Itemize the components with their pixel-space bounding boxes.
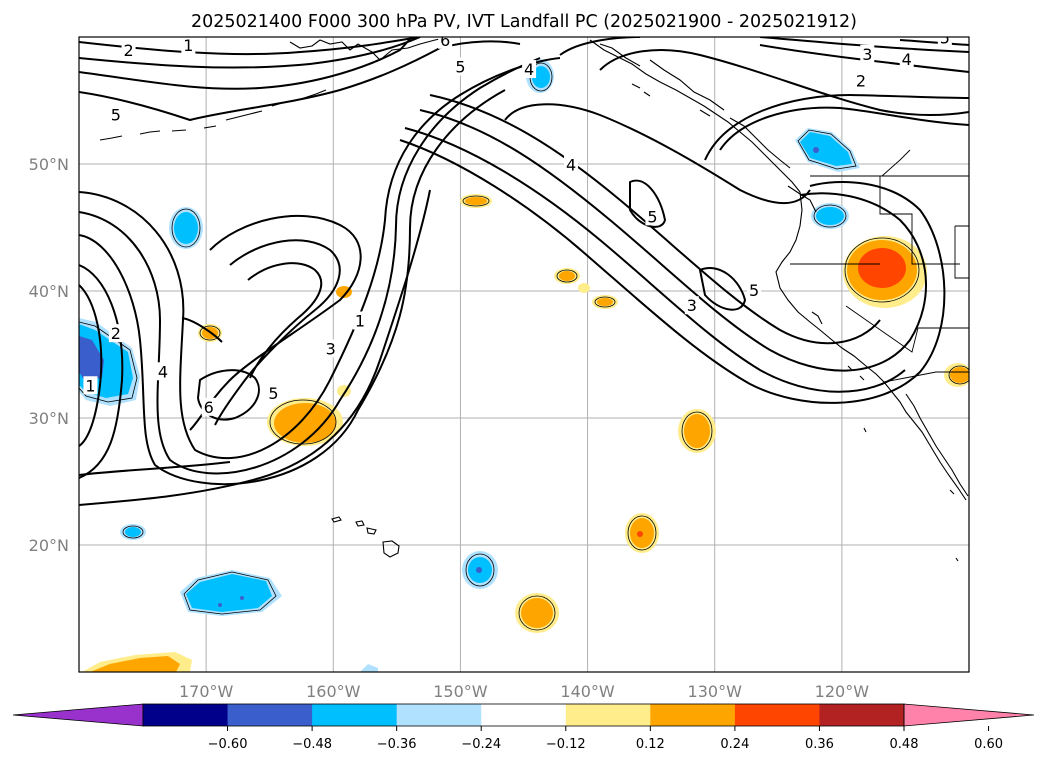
lon-tick-label: 140°W [560,682,615,701]
colorbar-tick-label: 0.48 [890,737,919,752]
pv-contour-label: 5 [455,57,465,76]
lat-tick-label: 30°N [29,409,69,428]
pv-label-mask [266,383,281,402]
coastlines [99,37,969,562]
pv-label-mask [438,37,453,49]
pv-contour-label: 5 [749,281,759,300]
colorbar-tick-label: 0.24 [720,737,749,752]
pv-contour-label: 2 [856,71,866,90]
colorbar-swatch [565,704,651,726]
pv-label-mask [83,376,98,395]
pv-label-mask [645,207,660,226]
pv-contour-label: 5 [647,207,657,226]
pv-contour-label: 4 [902,50,912,69]
map-frame [78,36,970,673]
pv-contour-label: 6 [440,31,450,50]
colorbar-swatch [819,704,905,726]
pv-label-mask [564,155,579,174]
pv-label-mask [155,362,170,381]
colorbar-swatch [312,704,398,726]
pv-label-mask [684,296,699,315]
pv-contour-label: 2 [123,41,133,60]
colorbar-tick-label: 0.12 [636,737,665,752]
lon-tick-label: 170°W [179,682,234,701]
pv-label-mask [747,281,762,299]
pv-contour-label: 2 [111,324,121,343]
pv-label-mask [860,44,875,63]
chart-title: 2025021400 F000 300 hPa PV, IVT Landfall… [191,12,857,32]
colorbar-swatch [650,704,736,726]
lon-tick-label: 130°W [688,682,743,701]
colorbar-extend-low [12,703,144,727]
colorbar-tick-label: −0.24 [461,737,501,752]
ivt-positive-west-coast [843,236,927,308]
pv-contour-label: 4 [566,155,576,174]
colorbar-swatch [143,704,229,726]
ivt-outlines [79,62,969,631]
colorbar-frame [142,703,905,727]
pv-contour-label: 1 [355,311,365,330]
latitude-labels: 20°N 30°N 40°N 50°N [29,155,69,555]
longitude-labels: 170°W 160°W 150°W 140°W 130°W 120°W [179,682,869,701]
lon-tick-label: 150°W [433,682,488,701]
colorbar-tick-label: −0.60 [208,737,248,752]
pv-label-mask [352,311,367,330]
colorbar-swatch [734,704,820,726]
pv-label-mask [108,324,123,343]
pv-label-mask [899,49,914,68]
pv-contour-label: 3 [687,296,697,315]
lat-tick-label: 50°N [29,155,69,174]
pv-contour-label: 5 [268,384,278,403]
political-borders [790,149,969,383]
pv-label-mask [937,37,952,47]
colorbar-tick-label: 0.60 [974,737,1003,752]
pv-label-mask [323,339,338,358]
colorbar-swatch [481,704,567,726]
colorbar-extend-high [903,703,1035,727]
lon-tick-label: 160°W [306,682,361,701]
pv-label-mask [201,397,216,416]
pv-contour-label: 3 [862,45,872,64]
pv-label-mask [522,60,537,79]
colorbar-swatch [227,704,313,726]
pv-contour-label: 5 [940,28,950,47]
lon-tick-label: 120°W [815,682,870,701]
pv-contour-label: 4 [524,60,534,79]
pv-contours [79,37,969,506]
pv-contour-label: 6 [204,398,214,417]
colorbar-tick-label: −0.48 [292,737,332,752]
pv-contour-label: 1 [85,376,95,395]
colorbar-tick-label: −0.12 [546,737,586,752]
pv-label-mask [453,57,468,76]
pv-contour-label: 4 [158,362,168,381]
colorbar: −0.60 −0.48 −0.36 −0.24 −0.12 0.12 0.24 0.36 0.4… [12,703,1035,752]
ivt-positive-subtropics [82,363,969,672]
pv-label-mask [121,40,136,59]
colorbar-swatch [396,704,482,726]
pv-contour-label: 5 [111,106,121,125]
colorbar-swatches [12,703,1035,727]
lat-tick-label: 40°N [29,282,69,301]
pv-label-mask [108,105,123,124]
colorbar-tick-label: −0.36 [377,737,417,752]
pv-label-mask [181,37,196,54]
colorbar-tick-labels: −0.60 −0.48 −0.36 −0.24 −0.12 0.12 0.24 0.36 0.4… [208,726,1003,752]
pv-label-mask [853,71,868,90]
colorbar-tick-label: 0.36 [805,737,834,752]
pv-contour-label: 1 [183,36,193,55]
pv-contour-label: 3 [326,339,336,358]
lat-tick-label: 20°N [29,536,69,555]
